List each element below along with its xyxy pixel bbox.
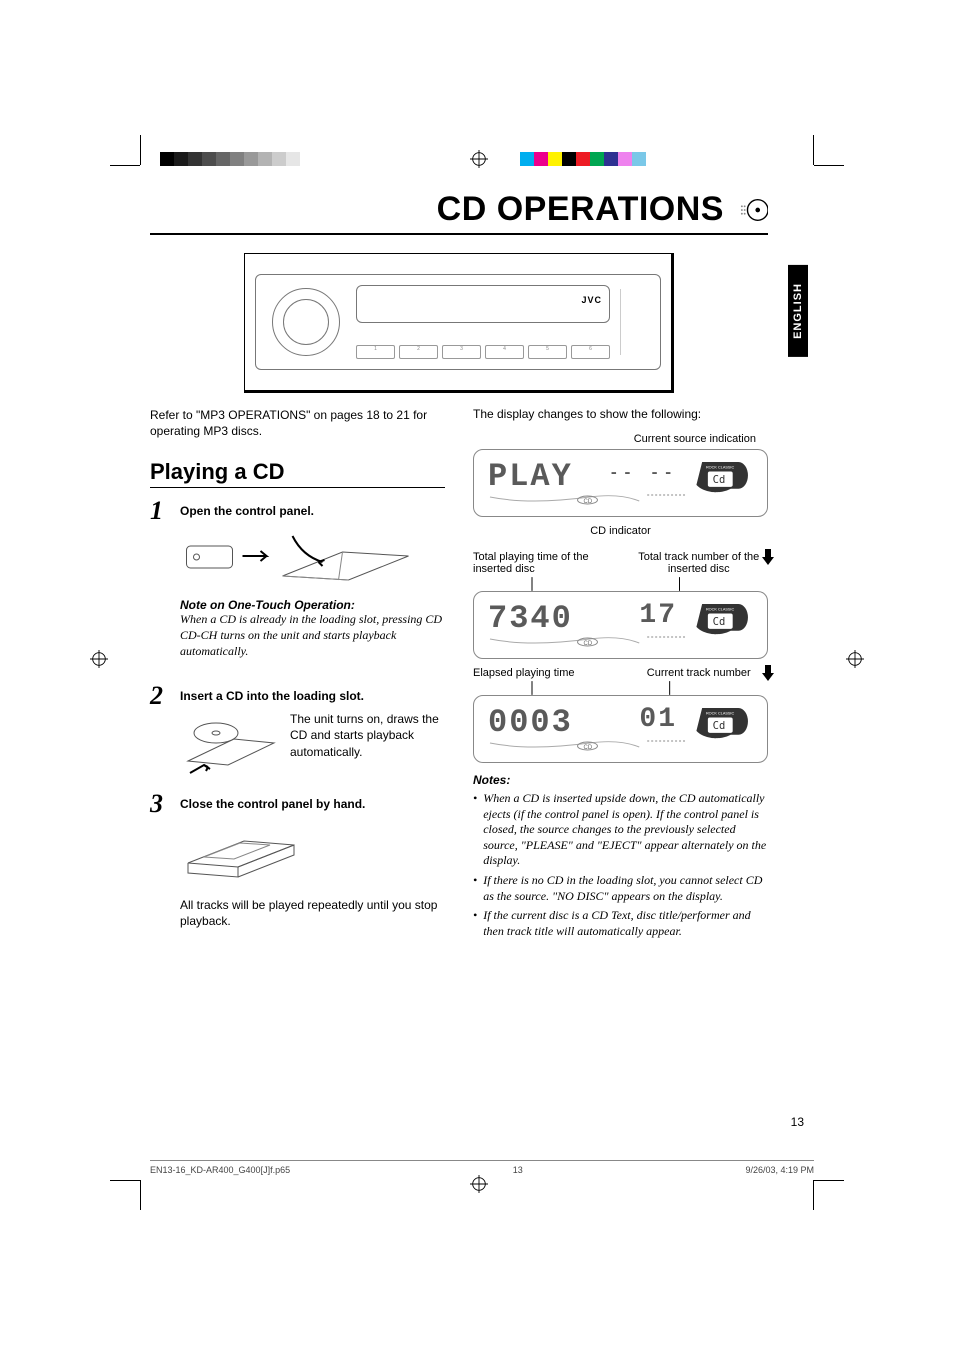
insert-cd-diagram xyxy=(180,711,280,781)
crop-mark xyxy=(813,135,814,165)
svg-text:Cd: Cd xyxy=(713,720,726,732)
registration-mark-icon xyxy=(470,150,488,168)
step-title: Insert a CD into the loading slot. xyxy=(180,689,445,703)
leader-lines xyxy=(473,681,768,695)
right-column: The display changes to show the followin… xyxy=(473,407,768,943)
svg-text:CD: CD xyxy=(584,499,593,505)
crop-mark xyxy=(140,1180,141,1210)
lcd-eq-badge: ROCK CLASSIC Cd USER JAZZ xyxy=(695,708,757,750)
disc-icon xyxy=(740,196,768,224)
head-unit-illustration: JVC 123456 xyxy=(244,253,674,393)
lcd-underline: CD xyxy=(488,493,687,510)
lcd-left: 0003 xyxy=(488,704,573,741)
step-text: All tracks will be played repeatedly unt… xyxy=(180,897,445,929)
notes-heading: Notes: xyxy=(473,773,768,787)
step-text: The unit turns on, draws the CD and star… xyxy=(290,711,445,760)
open-panel-diagram xyxy=(180,526,445,590)
lcd-underline: CD xyxy=(488,739,687,756)
lcd-right: 01 xyxy=(639,704,677,735)
lcd-right: 17 xyxy=(639,600,677,631)
lcd-underline: CD xyxy=(488,635,687,652)
note-text: When a CD is already in the loading slot… xyxy=(180,612,445,659)
svg-text:USER JAZZ: USER JAZZ xyxy=(704,737,725,741)
lcd-aux: -- -- xyxy=(609,464,677,482)
unit-screen xyxy=(356,285,610,323)
intro-text: Refer to "MP3 OPERATIONS" on pages 18 to… xyxy=(150,407,445,439)
registration-mark-icon xyxy=(90,650,108,668)
registration-mark-icon xyxy=(846,650,864,668)
svg-text:ROCK CLASSIC: ROCK CLASSIC xyxy=(706,712,735,716)
page-content: CD OPERATIONS ENGLISH JVC 123456 Refer t… xyxy=(150,190,768,943)
crop-mark xyxy=(110,1180,140,1181)
notes-list: •When a CD is inserted upside down, the … xyxy=(473,791,768,939)
unit-preset-row: 123456 xyxy=(356,345,610,359)
step-title: Open the control panel. xyxy=(180,504,445,518)
crop-mark xyxy=(814,165,844,166)
label-cd-indicator: CD indicator xyxy=(473,525,768,537)
note-item: •When a CD is inserted upside down, the … xyxy=(473,791,768,869)
svg-text:CD: CD xyxy=(584,641,593,647)
lcd-eq-badge: ROCK CLASSIC Cd USER JAZZ xyxy=(695,604,757,646)
footer-page: 13 xyxy=(513,1165,523,1175)
close-panel-diagram xyxy=(180,819,300,889)
gray-calibration-bar xyxy=(160,152,314,166)
title-row: CD OPERATIONS xyxy=(150,190,768,235)
label-source-indication: Current source indication xyxy=(473,433,768,445)
footer: EN13-16_KD-AR400_G400[J]f.p65 13 9/26/03… xyxy=(150,1160,814,1175)
unit-brand-label: JVC xyxy=(581,295,602,305)
left-column: Refer to "MP3 OPERATIONS" on pages 18 to… xyxy=(150,407,445,943)
lcd-eq-badge: ROCK CLASSIC Cd USER JAZZ xyxy=(695,462,757,504)
badge-bottom-label: USER JAZZ xyxy=(704,491,725,495)
svg-text:Cd: Cd xyxy=(713,616,726,628)
crop-mark xyxy=(110,165,140,166)
leader-lines xyxy=(473,577,768,591)
color-calibration-bar xyxy=(520,152,646,166)
page-title: CD OPERATIONS xyxy=(437,190,724,229)
language-tab: ENGLISH xyxy=(788,265,808,357)
crop-mark xyxy=(813,1180,814,1210)
step-number: 1 xyxy=(150,498,170,673)
down-arrow-icon xyxy=(762,549,774,565)
step-number: 2 xyxy=(150,683,170,781)
down-arrow-icon xyxy=(762,665,774,681)
svg-text:CD: CD xyxy=(584,745,593,751)
label-total-time: Total playing time of the inserted disc xyxy=(473,551,612,575)
note-item: •If there is no CD in the loading slot, … xyxy=(473,873,768,904)
lcd-display-play: PLAY -- -- CD ROCK CLASSIC Cd USER JAZZ xyxy=(473,449,768,517)
footer-date: 9/26/03, 4:19 PM xyxy=(745,1165,814,1175)
unit-right-panel xyxy=(620,289,650,355)
label-total-tracks: Total track number of the inserted disc xyxy=(612,551,769,575)
display-intro: The display changes to show the followin… xyxy=(473,407,768,421)
step-1: 1 Open the control panel. xyxy=(150,498,445,673)
page-number: 13 xyxy=(791,1115,804,1129)
svg-text:USER JAZZ: USER JAZZ xyxy=(704,633,725,637)
label-current-track: Current track number xyxy=(612,667,769,679)
footer-file: EN13-16_KD-AR400_G400[J]f.p65 xyxy=(150,1165,290,1175)
badge-main-label: Cd xyxy=(713,474,726,486)
note-item: •If the current disc is a CD Text, disc … xyxy=(473,908,768,939)
step-2: 2 Insert a CD into the loading slot. xyxy=(150,683,445,781)
step-title: Close the control panel by hand. xyxy=(180,797,445,811)
label-elapsed: Elapsed playing time xyxy=(473,667,612,679)
lcd-text: PLAY xyxy=(488,458,573,495)
lcd-display-total: 7340 17 CD ROCK CLASSIC Cd USER JAZZ xyxy=(473,591,768,659)
registration-mark-icon xyxy=(470,1175,488,1193)
crop-mark xyxy=(814,1180,844,1181)
badge-top-label: ROCK CLASSIC xyxy=(706,466,735,470)
unit-dial-icon xyxy=(272,288,340,356)
crop-mark xyxy=(140,135,141,165)
svg-text:ROCK CLASSIC: ROCK CLASSIC xyxy=(706,608,735,612)
lcd-display-elapsed: 0003 01 CD ROCK CLASSIC Cd USER JAZZ xyxy=(473,695,768,763)
step-number: 3 xyxy=(150,791,170,929)
section-heading: Playing a CD xyxy=(150,459,445,488)
step-3: 3 Close the control panel by hand. All t… xyxy=(150,791,445,929)
note-heading: Note on One-Touch Operation: xyxy=(180,598,445,612)
lcd-left: 7340 xyxy=(488,600,573,637)
